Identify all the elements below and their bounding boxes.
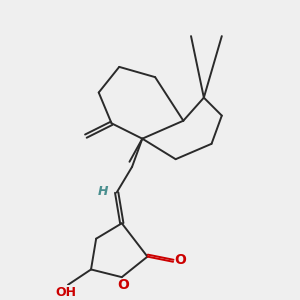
Text: O: O (117, 278, 129, 292)
Text: H: H (97, 185, 108, 198)
Text: OH: OH (55, 286, 76, 298)
Text: O: O (174, 254, 186, 268)
